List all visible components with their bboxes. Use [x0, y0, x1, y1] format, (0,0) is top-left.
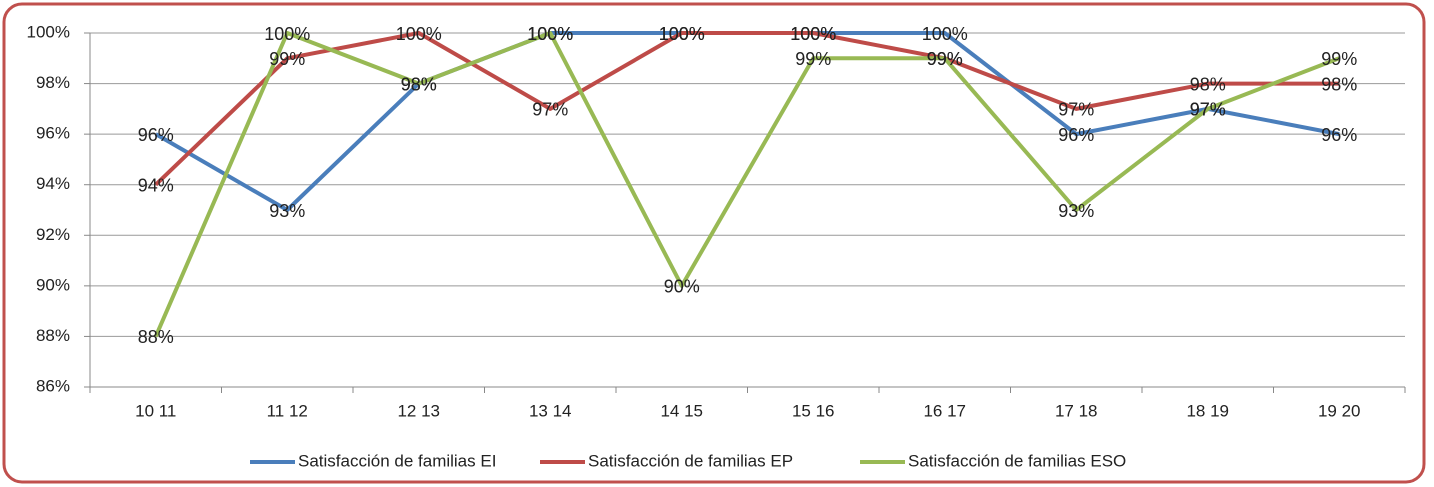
data-label: 96% [1058, 125, 1094, 145]
data-label: 100% [922, 24, 968, 44]
x-tick-label: 14 15 [660, 401, 703, 420]
data-label: 93% [1058, 201, 1094, 221]
data-label: 100% [659, 24, 705, 44]
data-label: 100% [790, 24, 836, 44]
data-label: 100% [264, 24, 310, 44]
data-label: 97% [1058, 100, 1094, 120]
x-tick-label: 12 13 [397, 401, 440, 420]
x-tick-label: 17 18 [1055, 401, 1098, 420]
data-label: 100% [527, 24, 573, 44]
data-label: 100% [527, 24, 573, 44]
y-tick-label: 92% [36, 225, 70, 244]
x-tick-label: 10 11 [135, 401, 176, 420]
x-tick-label: 16 17 [923, 401, 966, 420]
data-label: 99% [795, 49, 831, 69]
data-label: 99% [1321, 49, 1357, 69]
y-tick-label: 96% [36, 124, 70, 143]
data-label: 96% [138, 125, 174, 145]
data-label: 93% [269, 201, 305, 221]
legend-label: Satisfacción de familias EI [298, 451, 496, 470]
y-tick-label: 94% [36, 174, 70, 193]
y-tick-label: 100% [27, 22, 70, 41]
series-line [153, 31, 1340, 338]
data-label: 99% [927, 49, 963, 69]
data-label: 98% [1321, 74, 1357, 94]
x-tick-label: 11 12 [267, 401, 308, 420]
data-label: 90% [664, 277, 700, 297]
data-label: 99% [269, 49, 305, 69]
y-tick-label: 90% [36, 275, 70, 294]
series-line [154, 31, 1340, 187]
legend-label: Satisfacción de familias ESO [908, 451, 1126, 470]
data-label: 97% [1190, 100, 1226, 120]
data-label: 94% [138, 175, 174, 195]
x-tick-label: 19 20 [1318, 401, 1361, 420]
data-label: 97% [1190, 100, 1226, 120]
x-tick-label: 18 19 [1186, 401, 1229, 420]
data-label: 96% [1321, 125, 1357, 145]
data-label: 97% [532, 100, 568, 120]
data-label: 98% [1190, 74, 1226, 94]
y-tick-label: 86% [36, 376, 70, 395]
x-tick-label: 13 14 [529, 401, 572, 420]
legend-label: Satisfacción de familias EP [588, 451, 793, 470]
data-label: 99% [927, 49, 963, 69]
data-label: 88% [138, 327, 174, 347]
data-label: 100% [396, 24, 442, 44]
data-label: 98% [401, 74, 437, 94]
data-label: 100% [790, 24, 836, 44]
x-tick-label: 15 16 [792, 401, 835, 420]
data-label: 98% [401, 74, 437, 94]
data-label: 100% [659, 24, 705, 44]
y-tick-label: 88% [36, 326, 70, 345]
y-tick-label: 98% [36, 73, 70, 92]
